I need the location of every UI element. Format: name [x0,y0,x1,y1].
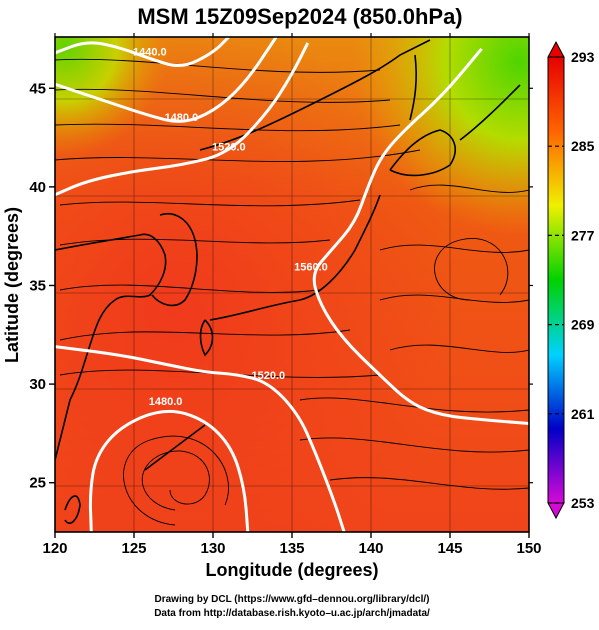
y-tick-label: 30 [29,376,46,393]
streamline [59,284,321,293]
streamline [55,123,401,132]
colorbar-ticks: 293 285 277 269 261 253 [548,49,595,511]
plot-area: 1440.0 1480.0 1520.0 1560.0 1520.0 1480.0 [55,37,529,532]
credit-drawing: Drawing by DCL (https://www.gfd–dennou.o… [154,594,429,605]
streamline [379,244,529,253]
y-tick-label: 45 [29,80,46,97]
x-tick-label: 140 [358,540,383,557]
credit-data-source: Data from http://database.rish.kyoto–u.a… [154,608,430,619]
y-axis-title: Latitude (degrees) [2,207,22,363]
x-tick-label: 145 [437,540,462,557]
streamline [55,149,421,162]
coastline-taiwan [64,495,81,524]
streamline [379,294,529,303]
colorbar-top-triangle [547,40,565,58]
x-tick-label: 120 [42,540,67,557]
anticyclone-circulation [434,238,509,301]
streamline [299,397,529,413]
y-tick-label: 35 [29,277,46,294]
contour-line [55,37,230,68]
colorbar: 293 285 277 269 261 253 [547,40,595,520]
colorbar-bottom-triangle [547,502,565,520]
colorbar-tick-label: 293 [571,49,595,65]
coastline-kyushu [199,319,214,357]
colorbar-tick-label: 277 [571,227,595,243]
contour-line [88,409,250,532]
cyclone-circulation [141,450,210,511]
geopotential-contours: 1440.0 1480.0 1520.0 1560.0 1520.0 1480.0 [55,37,529,532]
contour-label: 1480.0 [165,112,199,124]
contour-line [55,345,346,532]
coastline-kuril-islands [459,84,521,141]
coastline-hokkaido [389,129,456,177]
streamline [329,477,529,490]
coastline-korea [151,213,198,307]
y-axis-ticks: 25 30 35 40 45 [29,80,533,492]
contour-label: 1560.0 [294,262,328,274]
streamline [55,88,391,103]
streamline [409,184,529,193]
contour-label: 1480.0 [149,396,183,408]
chart-title: MSM 15Z09Sep2024 (850.0hPa) [137,4,462,29]
streamline [55,58,381,73]
colorbar-strip [547,56,565,504]
y-tick-label: 40 [29,179,46,196]
x-tick-label: 130 [200,540,225,557]
coastline-asia-mainland [55,233,167,461]
y-tick-label: 25 [29,475,46,492]
contour-line [312,47,529,425]
contour-label: 1520.0 [212,141,246,153]
cyclone-circulation [123,435,229,526]
contour-label: 1520.0 [251,370,285,382]
streamline [389,344,529,353]
contour-line [55,37,278,123]
streamline [299,437,529,453]
x-axis-ticks: 120 125 130 135 140 145 150 [42,33,542,557]
x-tick-label: 150 [516,540,541,557]
coastline-sakhalin [409,54,417,121]
coastline-ryukyu-islands [144,424,206,471]
colorbar-tick-label: 261 [571,406,595,422]
x-tick-label: 125 [121,540,146,557]
coastline-honshu [209,194,381,321]
colorbar-tick-label: 253 [571,495,595,511]
x-axis-title: Longitude (degrees) [205,560,378,580]
contour-line [55,42,310,197]
x-tick-label: 135 [279,540,304,557]
contour-label: 1440.0 [133,47,167,59]
colorbar-tick-label: 285 [571,138,595,154]
colorbar-tick-label: 269 [571,317,595,333]
streamline [59,199,361,207]
